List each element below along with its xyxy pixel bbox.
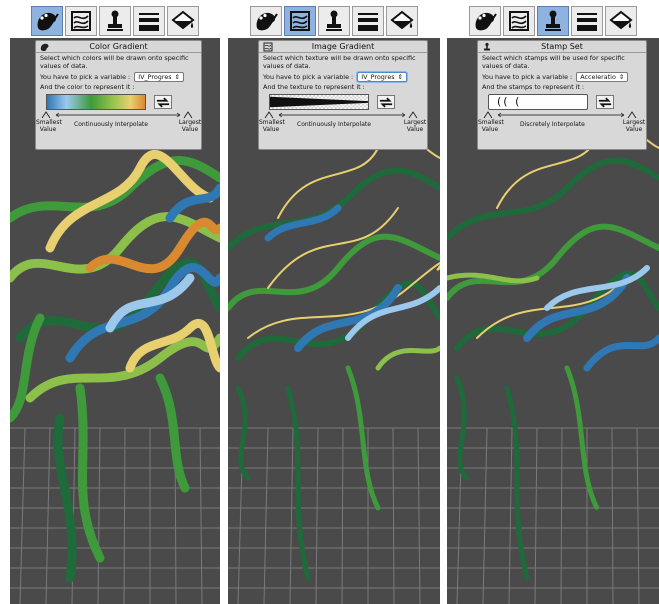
swap-arrows-icon [379, 97, 393, 107]
variable-select[interactable]: IV_Progres ⇕ [357, 72, 407, 82]
variable-select-value: IV_Progres [138, 73, 172, 81]
paint-bucket-tool-button[interactable] [605, 6, 637, 36]
dialog-title: Stamp Set [541, 42, 583, 51]
line-weight-tool-button[interactable] [133, 6, 165, 36]
color-gradient-panel: Color Gradient Select which colors will … [10, 0, 220, 604]
smallest-value-label: Smallest Value [259, 119, 285, 133]
swap-arrows-icon [598, 97, 612, 107]
line-weight-tool-icon [577, 13, 597, 31]
scale-arrows-icon [41, 111, 193, 119]
texture-tool-icon [290, 11, 310, 31]
palette-tool-button[interactable] [250, 6, 282, 36]
paint-bucket-tool-icon [609, 10, 633, 30]
smallest-value-label: Smallest Value [36, 119, 62, 133]
stamp-set-field[interactable]: (( ( [488, 94, 588, 110]
variable-select[interactable]: Acceleratio ⇕ [576, 72, 629, 82]
dialog-description: Select which texture will be drawn onto … [263, 54, 416, 70]
stamp-tool-button[interactable] [537, 6, 569, 36]
dialog-description: Select which colors will be drawn onto s… [40, 54, 189, 70]
scale-arrows-icon [483, 111, 637, 119]
paint-bucket-tool-button[interactable] [167, 6, 199, 36]
color-gradient-dialog: Color Gradient Select which colors will … [35, 40, 202, 150]
dialog-title: Color Gradient [89, 42, 148, 51]
image-gradient-panel: Image Gradient Select which texture will… [228, 0, 440, 604]
interpolate-label: Continuously Interpolate [297, 121, 371, 128]
tube-visualization [447, 85, 659, 604]
stamp-tool-button[interactable] [99, 6, 131, 36]
stamp-tool-icon [326, 10, 342, 31]
value-scale: Smallest Value Continuously Interpolate … [36, 111, 201, 139]
tool-palette [31, 6, 199, 36]
value-scale: Smallest Value Discretely Interpolate La… [478, 111, 646, 139]
stamp-icon [484, 42, 490, 51]
stamp-tool-button[interactable] [318, 6, 350, 36]
largest-value-label: Largest Value [403, 119, 427, 133]
represent-prompt: And the stamps to represent it : [482, 83, 585, 91]
tool-palette [469, 6, 637, 36]
image-gradient-dialog: Image Gradient Select which texture will… [258, 40, 428, 150]
texture-icon [263, 42, 273, 52]
variable-select[interactable]: IV_Progres ⇕ [134, 72, 184, 82]
paint-bucket-tool-icon [171, 10, 195, 30]
line-weight-tool-icon [358, 13, 378, 31]
texture-gradient-swatch[interactable] [269, 94, 369, 110]
palette-tool-icon [475, 12, 497, 31]
stamp-set-panel: Stamp Set Select which stamps will be us… [447, 0, 659, 604]
represent-prompt: And the texture to represent it : [263, 83, 365, 91]
texture-tool-button[interactable] [284, 6, 316, 36]
select-arrows-icon: ⇕ [174, 73, 180, 81]
paint-bucket-tool-button[interactable] [386, 6, 418, 36]
line-weight-tool-icon [139, 13, 159, 31]
stamp-tool-icon [545, 10, 561, 31]
represent-prompt: And the color to represent it : [40, 83, 135, 91]
palette-tool-button[interactable] [469, 6, 501, 36]
texture-tool-icon [509, 11, 529, 31]
swap-button[interactable] [596, 95, 614, 109]
palette-tool-button[interactable] [31, 6, 63, 36]
line-weight-tool-button[interactable] [571, 6, 603, 36]
tube-visualization [228, 95, 440, 604]
select-arrows-icon: ⇕ [397, 73, 403, 81]
swap-button[interactable] [154, 95, 172, 109]
largest-value-label: Largest Value [622, 119, 646, 133]
scale-arrows-icon [264, 111, 418, 119]
smallest-value-label: Smallest Value [478, 119, 504, 133]
swap-arrows-icon [156, 97, 170, 107]
dialog-title: Image Gradient [311, 42, 375, 51]
variable-prompt: You have to pick a variable : [263, 73, 354, 81]
variable-select-value: IV_Progres [361, 73, 395, 81]
palette-icon [40, 43, 49, 51]
stamp-tool-icon [107, 10, 123, 31]
texture-tool-button[interactable] [503, 6, 535, 36]
tool-palette [250, 6, 418, 36]
texture-tool-icon [71, 11, 91, 31]
select-arrows-icon: ⇕ [618, 73, 625, 81]
color-gradient-swatch[interactable] [46, 94, 146, 110]
swap-button[interactable] [377, 95, 395, 109]
palette-tool-icon [256, 12, 278, 31]
line-weight-tool-button[interactable] [352, 6, 384, 36]
value-scale: Smallest Value Continuously Interpolate … [259, 111, 427, 139]
interpolate-label: Discretely Interpolate [520, 121, 585, 128]
variable-select-value: Acceleratio [580, 73, 616, 81]
interpolate-label: Continuously Interpolate [74, 121, 148, 128]
texture-tool-button[interactable] [65, 6, 97, 36]
tube-visualization [10, 150, 220, 604]
stamp-set-dialog: Stamp Set Select which stamps will be us… [477, 40, 647, 150]
variable-prompt: You have to pick a variable : [482, 73, 573, 81]
paint-bucket-tool-icon [390, 10, 414, 30]
variable-prompt: You have to pick a variable : [40, 73, 131, 81]
largest-value-label: Largest Value [178, 119, 202, 133]
dialog-description: Select which stamps will be used for spe… [482, 54, 625, 70]
palette-tool-icon [37, 12, 59, 31]
